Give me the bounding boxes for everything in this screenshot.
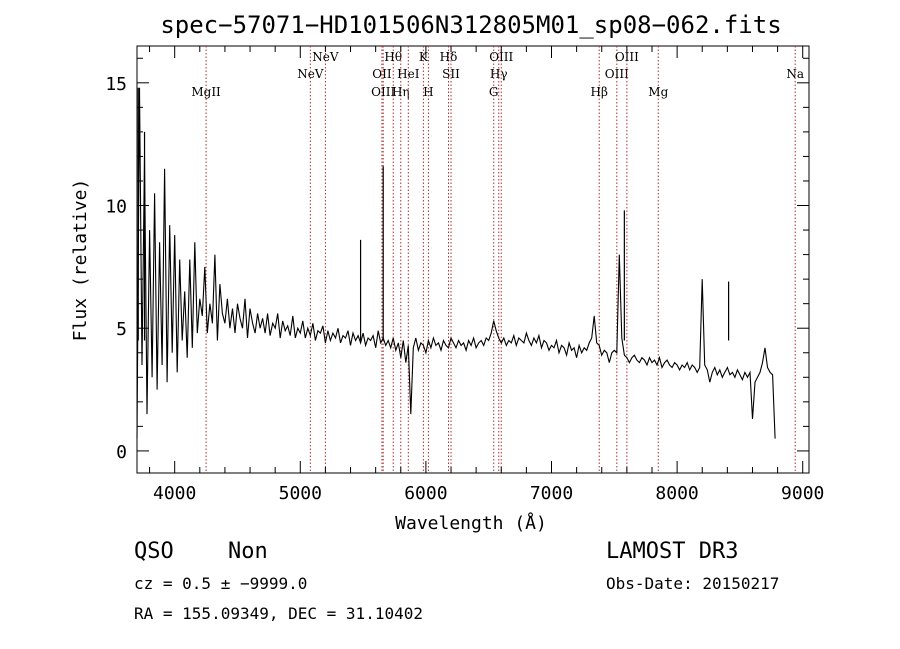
line-marker-label: H	[423, 85, 433, 99]
line-marker-label: NeV	[312, 50, 339, 64]
line-marker-label: Hθ	[384, 50, 402, 64]
line-marker-label: Hβ	[591, 85, 608, 99]
line-marker-label: OII	[372, 67, 392, 81]
x-tick-label: 6000	[404, 483, 447, 504]
x-tick-label: 7000	[530, 483, 573, 504]
coordinates-line: RA = 155.09349, DEC = 31.10402	[134, 604, 423, 623]
x-tick-label: 9000	[781, 483, 824, 504]
line-marker-label: K	[419, 50, 429, 64]
y-tick-label: 10	[105, 197, 127, 218]
spectrum-series	[136, 87, 776, 439]
chart-title: spec−57071−HD101506N312805M01_sp08−062.f…	[160, 11, 781, 39]
y-tick-label: 5	[116, 319, 127, 340]
redshift-line: cz = 0.5 ± −9999.0	[134, 574, 307, 593]
line-marker-label: OIII	[371, 85, 395, 99]
line-marker-label: OIII	[489, 50, 513, 64]
line-marker-label: Hδ	[440, 50, 458, 64]
y-tick-label: 15	[105, 74, 127, 95]
line-marker-label: SII	[442, 67, 460, 81]
line-marker-label: NeV	[297, 67, 324, 81]
object-subclass: Non	[228, 539, 268, 564]
x-tick-label: 5000	[279, 483, 322, 504]
observation-date: Obs-Date: 20150217	[606, 574, 779, 593]
y-axis-label: Flux (relative)	[70, 179, 91, 342]
line-marker-label: Mg	[648, 85, 668, 99]
axis-ticks	[137, 46, 809, 473]
survey-name: LAMOST DR3	[606, 539, 738, 564]
line-marker-label: HeI	[397, 67, 420, 81]
spectrum-line	[136, 87, 776, 439]
line-marker-label: Hη	[392, 85, 410, 99]
axis-tick-labels: 4000 5000 6000 7000 8000 9000 0 5 10 15	[105, 74, 824, 504]
line-marker-label: MgII	[191, 85, 221, 99]
object-class: QSO	[134, 539, 174, 564]
emission-line-markers: MgII NeV NeV OII OIII Hθ Hη HeI K H Hδ SII G Hγ OIII Hβ…	[191, 46, 804, 473]
line-marker-label: OIII	[615, 50, 639, 64]
x-axis-label: Wavelength (Å)	[395, 512, 547, 534]
line-marker-label: G	[489, 85, 499, 99]
x-tick-label: 8000	[655, 483, 698, 504]
line-marker-label: Hγ	[490, 67, 508, 81]
y-tick-label: 0	[116, 442, 127, 463]
plot-frame	[136, 45, 810, 474]
line-marker-label: Na	[786, 67, 804, 81]
line-marker-label: OIII	[605, 67, 629, 81]
x-tick-label: 4000	[153, 483, 196, 504]
